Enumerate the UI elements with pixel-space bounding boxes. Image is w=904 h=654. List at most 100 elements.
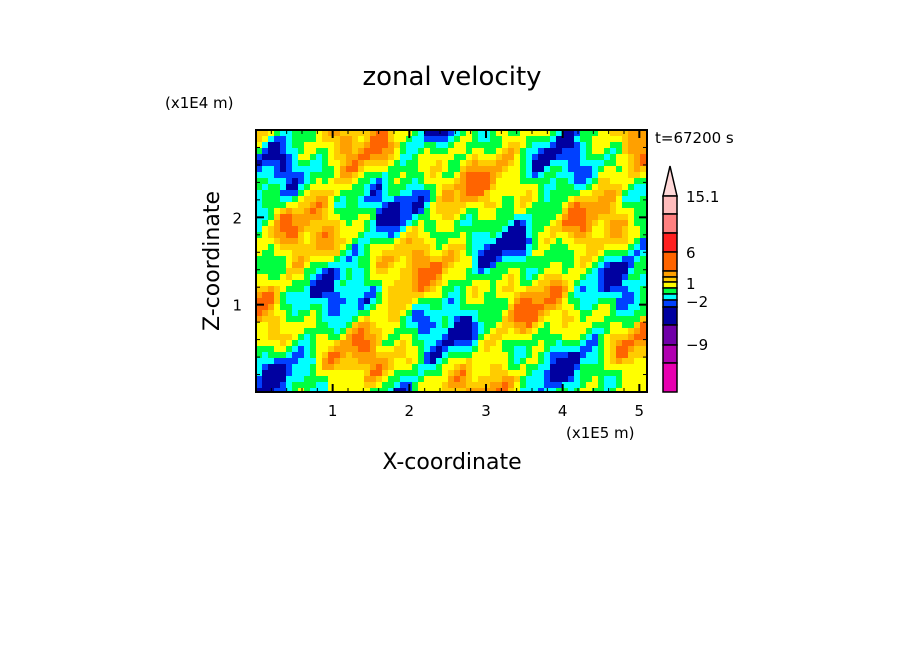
field-cell <box>406 370 412 376</box>
field-cell <box>448 334 454 340</box>
field-cell <box>622 142 628 148</box>
field-cell <box>358 256 364 262</box>
field-cell <box>592 220 598 226</box>
field-cell <box>568 376 574 382</box>
field-cell <box>448 172 454 178</box>
field-cell <box>532 334 538 340</box>
field-cell <box>424 376 430 382</box>
field-cell <box>262 262 268 268</box>
field-cell <box>580 196 586 202</box>
field-cell <box>412 166 418 172</box>
field-cell <box>382 202 388 208</box>
field-cell <box>346 130 352 136</box>
field-cell <box>586 196 592 202</box>
field-cell <box>604 202 610 208</box>
field-cell <box>274 184 280 190</box>
field-cell <box>262 214 268 220</box>
field-cell <box>508 160 514 166</box>
field-cell <box>478 232 484 238</box>
field-cell <box>562 160 568 166</box>
field-cell <box>412 298 418 304</box>
field-cell <box>472 280 478 286</box>
field-cell <box>364 244 370 250</box>
field-cell <box>328 214 334 220</box>
field-cell <box>316 274 322 280</box>
field-cell <box>580 160 586 166</box>
field-cell <box>322 262 328 268</box>
field-cell <box>352 136 358 142</box>
field-cell <box>346 352 352 358</box>
field-cell <box>586 322 592 328</box>
field-cell <box>514 262 520 268</box>
field-cell <box>322 184 328 190</box>
field-cell <box>568 340 574 346</box>
field-cell <box>406 142 412 148</box>
field-cell <box>574 334 580 340</box>
field-cell <box>544 304 550 310</box>
field-cell <box>424 166 430 172</box>
field-cell <box>340 160 346 166</box>
field-cell <box>472 388 478 392</box>
contour-field <box>256 130 647 392</box>
field-cell <box>436 136 442 142</box>
field-cell <box>376 232 382 238</box>
field-cell <box>586 160 592 166</box>
y-tick-label: 1 <box>232 297 242 315</box>
field-cell <box>322 364 328 370</box>
field-cell <box>454 160 460 166</box>
field-cell <box>526 172 532 178</box>
colorbar-level <box>662 306 678 326</box>
field-cell <box>310 334 316 340</box>
field-cell <box>346 172 352 178</box>
field-cell <box>544 316 550 322</box>
field-cell <box>406 172 412 178</box>
field-cell <box>574 214 580 220</box>
field-cell <box>556 130 562 136</box>
field-cell <box>352 364 358 370</box>
field-cell <box>388 310 394 316</box>
field-cell <box>316 190 322 196</box>
field-cell <box>280 328 286 334</box>
field-cell <box>322 328 328 334</box>
field-cell <box>412 244 418 250</box>
field-cell <box>430 388 436 392</box>
field-cell <box>268 274 274 280</box>
field-cell <box>292 280 298 286</box>
field-cell <box>346 244 352 250</box>
field-cell <box>544 268 550 274</box>
field-cell <box>364 238 370 244</box>
field-cell <box>466 322 472 328</box>
field-cell <box>322 130 328 136</box>
field-cell <box>406 184 412 190</box>
field-cell <box>478 238 484 244</box>
field-cell <box>562 202 568 208</box>
field-cell <box>424 160 430 166</box>
field-cell <box>352 202 358 208</box>
field-cell <box>532 268 538 274</box>
field-cell <box>532 232 538 238</box>
field-cell <box>568 352 574 358</box>
field-cell <box>526 166 532 172</box>
field-cell <box>328 196 334 202</box>
field-cell <box>418 382 424 388</box>
field-cell <box>346 346 352 352</box>
field-cell <box>466 286 472 292</box>
field-cell <box>520 136 526 142</box>
field-cell <box>304 202 310 208</box>
field-cell <box>604 352 610 358</box>
field-cell <box>532 370 538 376</box>
field-cell <box>370 172 376 178</box>
field-cell <box>472 352 478 358</box>
field-cell <box>442 238 448 244</box>
field-cell <box>442 352 448 358</box>
field-cell <box>526 220 532 226</box>
field-cell <box>610 250 616 256</box>
field-cell <box>394 256 400 262</box>
field-cell <box>268 172 274 178</box>
field-cell <box>544 250 550 256</box>
field-cell <box>274 202 280 208</box>
field-cell <box>628 364 634 370</box>
field-cell <box>388 226 394 232</box>
field-cell <box>442 346 448 352</box>
